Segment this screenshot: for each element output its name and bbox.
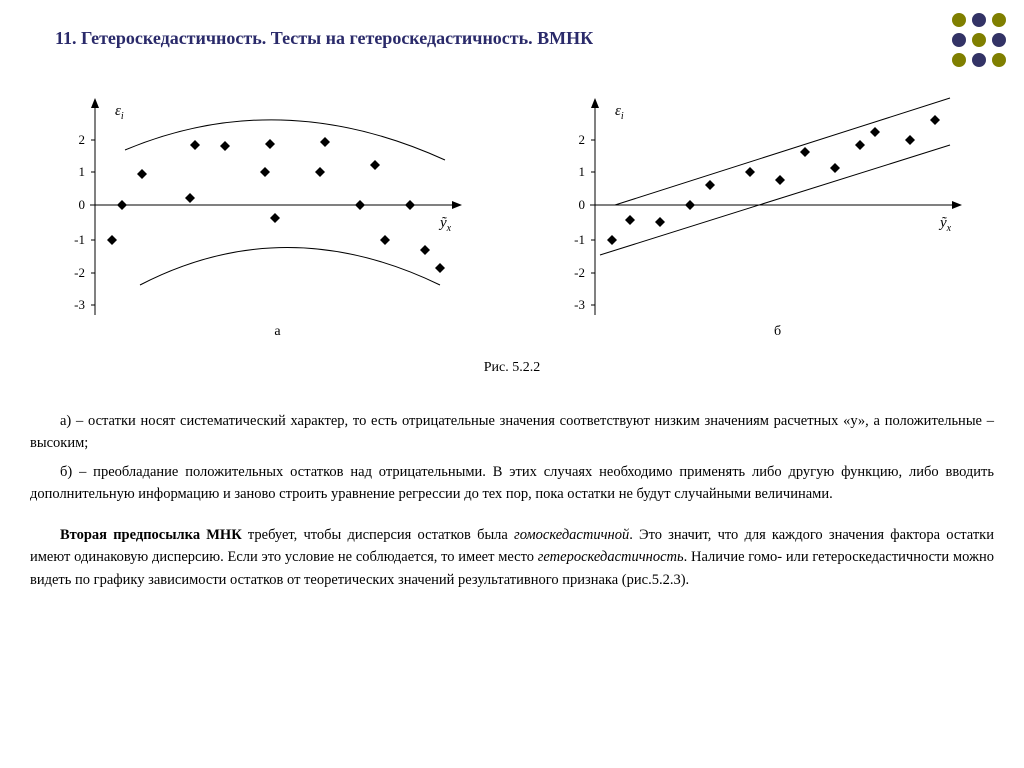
svg-text:2: 2 [579,132,586,147]
svg-text:-1: -1 [574,232,585,247]
svg-text:-3: -3 [74,297,85,312]
svg-text:εi: εi [615,103,624,122]
p2-italic1: гомоскедастичной [514,527,629,543]
svg-text:1: 1 [79,164,86,179]
svg-text:-3: -3 [574,297,585,312]
svg-text:ỹx: ỹx [438,215,452,234]
paragraph-2: Вторая предпосылка МНК требует, чтобы ди… [30,524,994,591]
p2-run1: требует, чтобы дисперсия остатков была [242,527,514,543]
paragraph-b: б) – преобладание положительных остатков… [30,461,994,506]
page-title: 11. Гетероскедастичность. Тесты на гетер… [55,28,593,49]
body-text: а) – остатки носят систематический харак… [30,410,994,597]
svg-text:-2: -2 [574,265,585,280]
chart-b: -3 -2 -1 0 1 2 εi ỹx б [540,90,980,340]
svg-text:0: 0 [579,197,586,212]
svg-text:-2: -2 [74,265,85,280]
svg-text:εi: εi [115,103,124,122]
figure-caption: Рис. 5.2.2 [0,360,1024,376]
chart-a: -3 -2 -1 0 1 2 εi ỹx а [40,90,480,340]
svg-text:-1: -1 [74,232,85,247]
svg-text:0: 0 [79,197,86,212]
svg-text:а: а [274,324,281,339]
decoration-dots [949,10,1009,70]
svg-text:ỹx: ỹx [938,215,952,234]
p2-bold: Вторая предпосылка МНК [60,527,242,543]
svg-text:1: 1 [579,164,586,179]
p2-italic2: гетероскедастичность [538,549,684,565]
svg-text:2: 2 [79,132,86,147]
paragraph-a: а) – остатки носят систематический харак… [30,410,994,455]
charts-container: -3 -2 -1 0 1 2 εi ỹx а -3 -2 -1 0 1 2 εi ỹx б [40,90,980,350]
svg-text:б: б [774,324,781,339]
